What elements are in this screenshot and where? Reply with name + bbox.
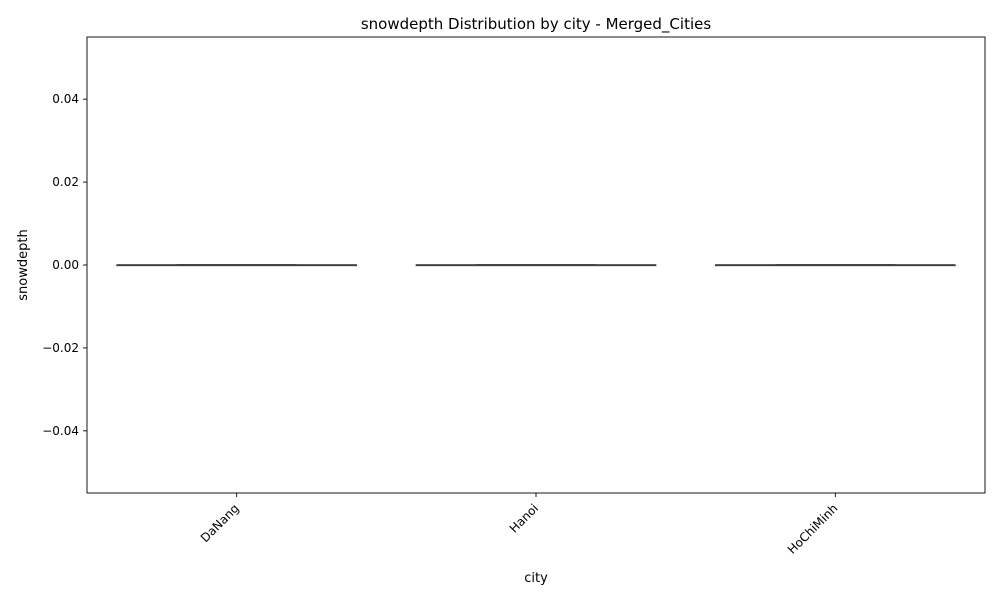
plot-frame [86,36,986,494]
x-tick-label: Hanoi [507,501,541,535]
x-axis-label: city [524,571,548,586]
y-tick-label: 0.04 [52,92,79,106]
x-axis: DaNang Hanoi HoChiMinh [198,493,841,557]
x-tick-label: DaNang [198,501,242,545]
y-tick-label: −0.02 [42,341,79,355]
y-tick-label: 0.00 [52,258,79,272]
x-tick-label: HoChiMinh [785,501,841,557]
chart-title: snowdepth Distribution by city - Merged_… [361,15,712,34]
box-HoChiMinh [714,264,956,267]
y-axis-label: snowdepth [16,229,31,300]
y-tick-label: −0.04 [42,424,79,438]
box-Hanoi [415,264,657,267]
y-axis: −0.04 −0.02 0.00 0.02 0.04 [42,92,87,438]
plot-area [116,264,956,267]
box-DaNang [116,264,358,267]
y-tick-label: 0.02 [52,175,79,189]
